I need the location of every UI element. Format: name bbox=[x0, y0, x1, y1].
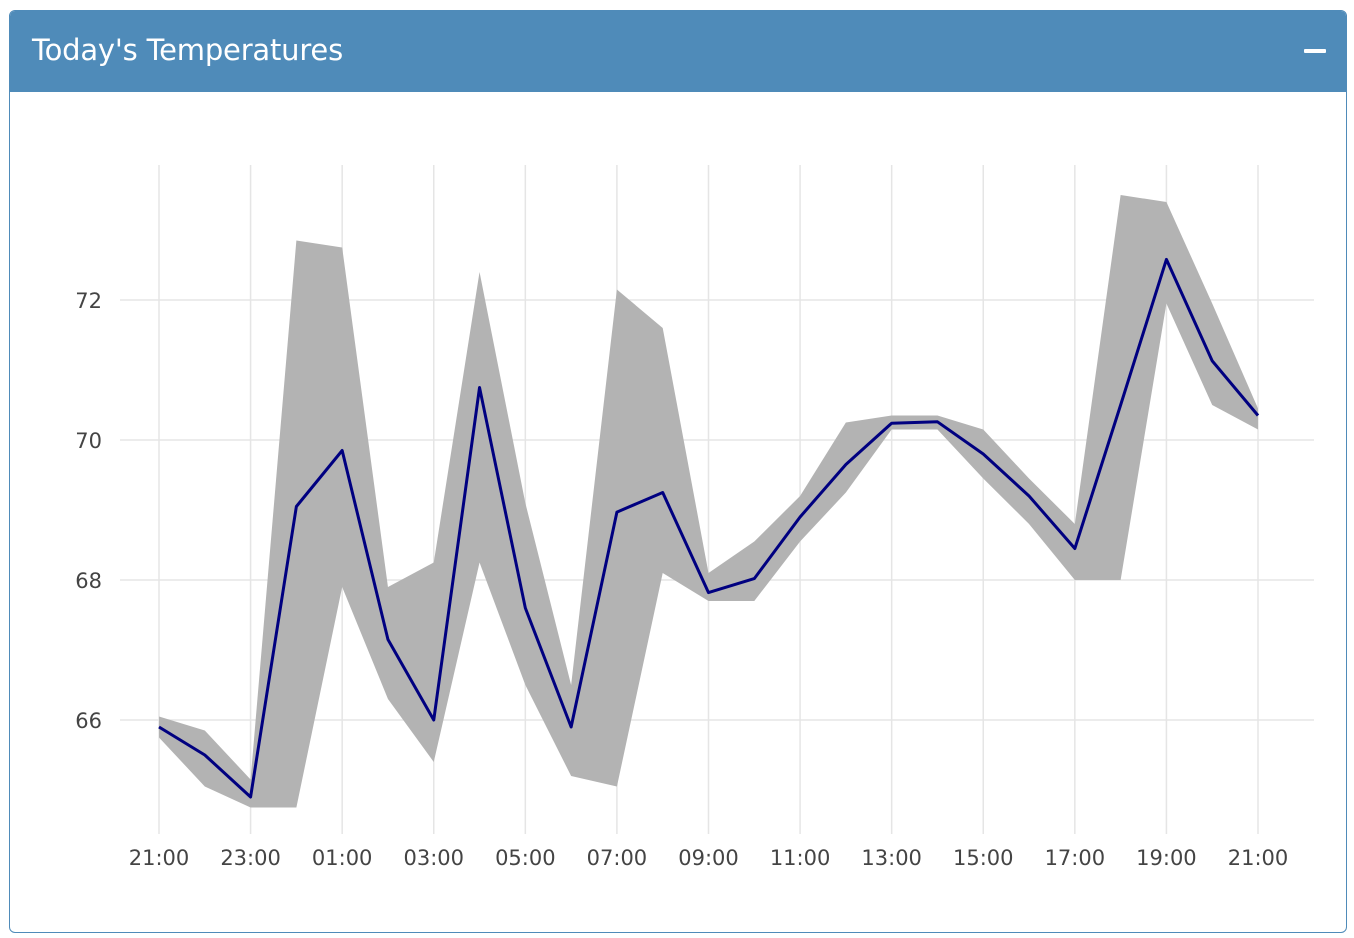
x-tick-label: 07:00 bbox=[587, 846, 648, 870]
x-tick-label: 19:00 bbox=[1136, 846, 1197, 870]
y-tick-label: 66 bbox=[75, 709, 102, 733]
x-tick-label: 21:00 bbox=[1228, 846, 1289, 870]
panel-title: Today's Temperatures bbox=[32, 33, 343, 67]
temperature-line bbox=[158, 257, 1260, 799]
collapse-button[interactable] bbox=[1304, 33, 1328, 69]
minus-icon bbox=[1304, 49, 1326, 53]
y-tick-label: 70 bbox=[75, 429, 102, 453]
y-tick-label: 68 bbox=[75, 569, 102, 593]
x-tick-label: 01:00 bbox=[312, 846, 373, 870]
x-tick-label: 09:00 bbox=[678, 846, 739, 870]
x-tick-label: 17:00 bbox=[1045, 846, 1106, 870]
y-tick-label: 72 bbox=[75, 289, 102, 313]
panel-header: Today's Temperatures bbox=[10, 11, 1346, 92]
x-tick-label: 03:00 bbox=[403, 846, 464, 870]
x-tick-label: 15:00 bbox=[953, 846, 1014, 870]
x-tick-label: 05:00 bbox=[495, 846, 556, 870]
min-max-band bbox=[159, 195, 1258, 808]
x-tick-label: 11:00 bbox=[770, 846, 831, 870]
x-tick-label: 13:00 bbox=[861, 846, 922, 870]
x-tick-label: 23:00 bbox=[220, 846, 281, 870]
x-tick-label: 21:00 bbox=[129, 846, 190, 870]
